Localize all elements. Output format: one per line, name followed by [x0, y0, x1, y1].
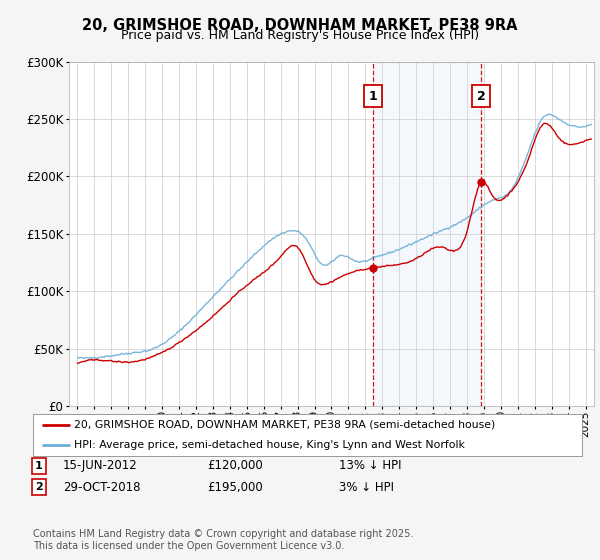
- Text: 29-OCT-2018: 29-OCT-2018: [63, 480, 140, 494]
- Bar: [373, 62, 481, 406]
- Text: 1: 1: [368, 90, 377, 102]
- Text: 15-JUN-2012: 15-JUN-2012: [63, 459, 138, 473]
- Text: 1: 1: [35, 461, 43, 471]
- Text: HPI: Average price, semi-detached house, King's Lynn and West Norfolk: HPI: Average price, semi-detached house,…: [74, 440, 465, 450]
- Text: £120,000: £120,000: [207, 459, 263, 473]
- Text: £195,000: £195,000: [207, 480, 263, 494]
- Text: 20, GRIMSHOE ROAD, DOWNHAM MARKET, PE38 9RA (semi-detached house): 20, GRIMSHOE ROAD, DOWNHAM MARKET, PE38 …: [74, 420, 496, 430]
- Text: Contains HM Land Registry data © Crown copyright and database right 2025.
This d: Contains HM Land Registry data © Crown c…: [33, 529, 413, 551]
- Text: 20, GRIMSHOE ROAD, DOWNHAM MARKET, PE38 9RA: 20, GRIMSHOE ROAD, DOWNHAM MARKET, PE38 …: [82, 18, 518, 33]
- Text: 2: 2: [476, 90, 485, 102]
- Text: 3% ↓ HPI: 3% ↓ HPI: [339, 480, 394, 494]
- Text: Price paid vs. HM Land Registry's House Price Index (HPI): Price paid vs. HM Land Registry's House …: [121, 29, 479, 42]
- Text: 13% ↓ HPI: 13% ↓ HPI: [339, 459, 401, 473]
- Text: 2: 2: [35, 482, 43, 492]
